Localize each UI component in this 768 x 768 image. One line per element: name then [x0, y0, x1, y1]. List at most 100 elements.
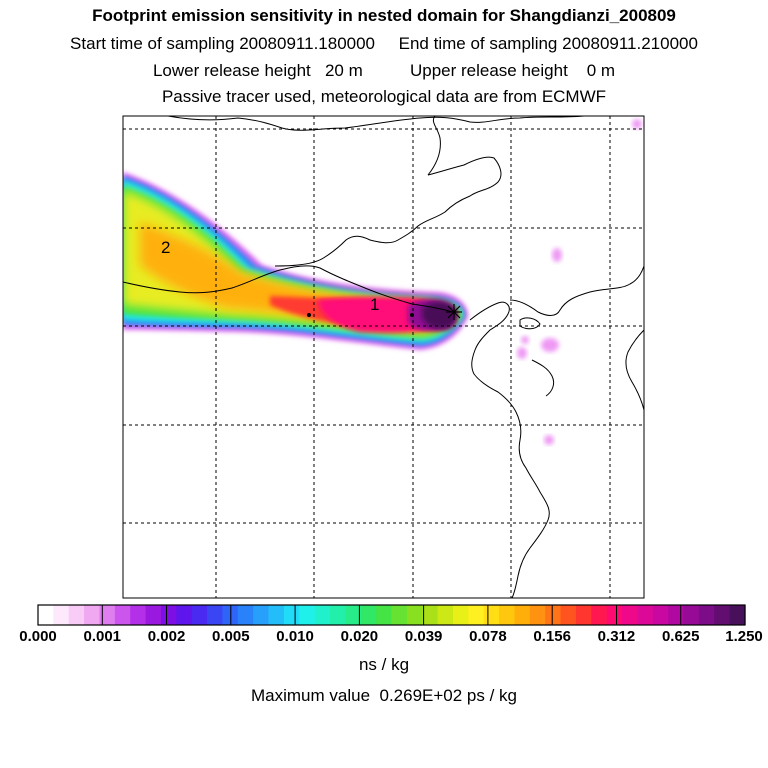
colorbar-swatch [683, 605, 700, 625]
patch [552, 248, 562, 262]
colorbar-swatch [191, 605, 208, 625]
release-height-line: Lower release height 20 m Upper release … [0, 61, 768, 81]
colorbar-swatch [207, 605, 224, 625]
sampling-time-line: Start time of sampling 20080911.180000 E… [0, 34, 768, 54]
colorbar [38, 605, 746, 625]
colorbar-tick-label: 0.000 [19, 628, 57, 645]
coast-island [519, 317, 541, 330]
upper-label: Upper release height [409, 61, 568, 80]
patch [632, 119, 642, 129]
patch [544, 435, 554, 445]
max-label: Maximum value [250, 686, 371, 705]
border-north [167, 116, 585, 131]
coast-east [509, 265, 644, 316]
colorbar-tick-label: 0.010 [276, 628, 314, 645]
patch [521, 336, 529, 344]
coast-korea [625, 329, 644, 411]
point-label-1: 1 [370, 295, 379, 314]
colorbar-tick-label: 0.005 [212, 628, 250, 645]
colorbar-swatch [714, 605, 731, 625]
colorbar-swatch [253, 605, 270, 625]
patch [541, 338, 559, 352]
colorbar-swatch [53, 605, 70, 625]
coastlines [123, 116, 644, 598]
colorbar-swatch [314, 605, 331, 625]
colorbar-unit: ns / kg [358, 655, 410, 674]
colorbar-swatch [84, 605, 101, 625]
colorbar-swatch [268, 605, 285, 625]
track-point [410, 313, 414, 317]
colorbar-swatch [406, 605, 423, 625]
lower-label: Lower release height [152, 61, 311, 80]
colorbar-swatch [637, 605, 654, 625]
colorbar-swatch [145, 605, 162, 625]
maximum-value-line: Maximum value 0.269E+02 ps / kg [0, 686, 768, 706]
colorbar-swatch [499, 605, 516, 625]
start-value: 20080911.180000 [239, 34, 376, 53]
colorbar-swatch [376, 605, 393, 625]
border-west [123, 265, 453, 313]
asterisk-icon [446, 304, 462, 320]
tracer-note: Passive tracer used, meteorological data… [161, 87, 607, 106]
colorbar-swatch [622, 605, 639, 625]
coast-bohai [274, 156, 502, 267]
lower-value: 20 m [324, 61, 363, 80]
colorbar-frame [37, 604, 746, 626]
upper-value: 0 m [586, 61, 616, 80]
colorbar-tick-label: 0.039 [404, 628, 443, 645]
colorbar-swatch [529, 605, 546, 625]
colorbar-swatch [160, 605, 177, 625]
colorbar-tick-label: 0.001 [83, 628, 122, 645]
colorbar-swatch [514, 605, 531, 625]
sampling-points: 1 2 [161, 238, 462, 320]
end-value: 20080911.210000 [562, 34, 698, 53]
colorbar-swatch [437, 605, 454, 625]
plot-title: Footprint emission sensitivity in nested… [92, 6, 676, 25]
colorbar-tick-label: 0.078 [469, 628, 507, 645]
colorbar-tick-label: 1.250 [725, 628, 763, 645]
track-point [307, 313, 311, 317]
coast-peninsula [469, 301, 550, 598]
start-label: Start time of sampling [70, 34, 235, 53]
colorbar-swatch [483, 605, 500, 625]
point-label-2: 2 [161, 238, 170, 257]
footprint-plume [123, 172, 468, 350]
colorbar-swatch [99, 605, 116, 625]
colorbar-swatch [560, 605, 577, 625]
max-value: 0.269E+02 ps / kg [379, 686, 518, 705]
colorbar-swatch [606, 605, 623, 625]
colorbar-tick-label: 0.625 [661, 628, 700, 645]
colorbar-swatch [176, 605, 193, 625]
colorbar-swatch [652, 605, 669, 625]
colorbar-swatch [668, 605, 685, 625]
colorbar-swatch [452, 605, 469, 625]
lat-lon-grid [123, 116, 644, 598]
colorbar-swatch [468, 605, 485, 625]
colorbar-swatch [391, 605, 408, 625]
map-content: 1 2 [123, 116, 644, 598]
colorbar-swatch [237, 605, 254, 625]
colorbar-tick-label: 0.020 [340, 628, 379, 645]
colorbar-swatch [591, 605, 608, 625]
colorbar-swatch [114, 605, 131, 625]
colorbar-swatch [299, 605, 316, 625]
colorbar-swatch [422, 605, 439, 625]
colorbar-swatch [729, 605, 746, 625]
colorbar-swatch [130, 605, 147, 625]
colorbar-swatch [345, 605, 362, 625]
colorbar-swatch [360, 605, 377, 625]
colorbar-swatch [38, 605, 54, 625]
plume-layer-core [422, 302, 457, 329]
colorbar-swatch [330, 605, 346, 625]
colorbar-tick-label: 0.156 [533, 628, 571, 645]
colorbar-swatch [575, 605, 592, 625]
colorbar-swatch [283, 605, 300, 625]
colorbar-swatch [68, 605, 85, 625]
colorbar-swatch [545, 605, 562, 625]
colorbar-swatch [698, 605, 715, 625]
patch [517, 347, 527, 359]
colorbar-tick-label: 0.312 [597, 628, 636, 645]
border-east-north [427, 116, 441, 176]
minor-sensitivity-patches [517, 119, 642, 445]
